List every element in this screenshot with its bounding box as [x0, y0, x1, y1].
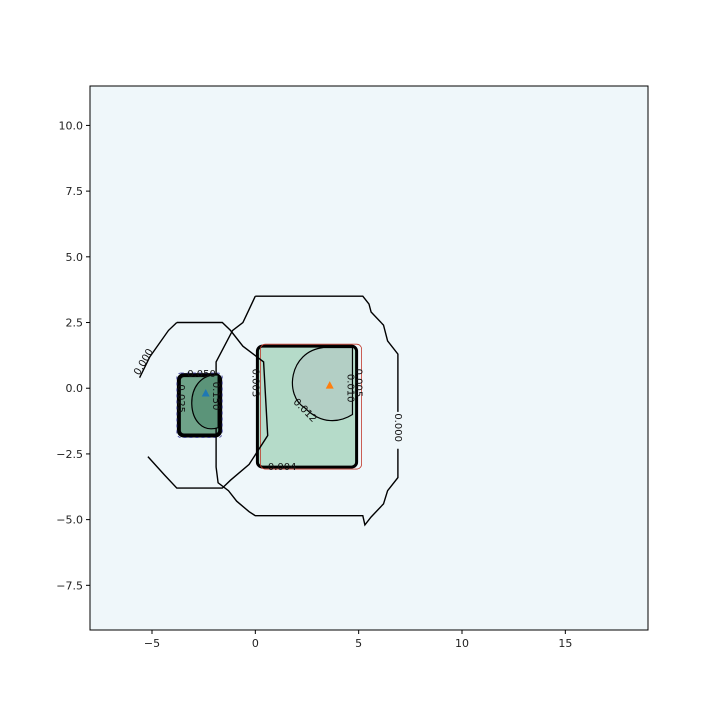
contour-zero-left-upper — [138, 321, 178, 379]
plot-background — [90, 86, 648, 630]
y-tick-label-6: 7.5 — [66, 185, 84, 198]
x-tick-label-4: 15 — [558, 637, 572, 650]
contour-label-5: 0.003 — [249, 369, 260, 398]
marker-right — [325, 381, 334, 389]
y-tick-label-4: 2.5 — [66, 317, 84, 330]
contour-zero-right-upper — [255, 295, 399, 412]
y-tick-label-3: 0.0 — [66, 382, 84, 395]
plot-frame — [89, 85, 649, 631]
contour-zero-left — [147, 321, 269, 489]
region-right-outline — [259, 343, 362, 470]
y-tick-label-7: 10.0 — [59, 119, 84, 132]
contour-label-3: 0.150 — [210, 382, 221, 411]
contours-layer — [138, 295, 399, 527]
x-axis: −5 0 5 10 15 — [144, 630, 572, 650]
marker-left — [201, 388, 210, 397]
contour-core-left — [191, 374, 219, 430]
y-tick-label-5: 5.0 — [66, 251, 84, 264]
contour-label-2: 0.050 — [187, 369, 216, 380]
y-tick-label-0: −7.5 — [56, 579, 83, 592]
region-left-outline — [176, 372, 223, 438]
contour-label-8: 0.005 — [353, 369, 364, 398]
x-tick-label-1: 0 — [252, 637, 259, 650]
contour-zero-right-lower — [215, 295, 399, 527]
contour-label-9: 0.004 — [268, 462, 297, 473]
x-tick-label-0: −5 — [144, 637, 160, 650]
x-tick-label-3: 10 — [455, 637, 469, 650]
markers — [201, 381, 334, 397]
y-axis: −7.5 −5.0 −2.5 0.0 2.5 5.0 7.5 10.0 — [56, 119, 90, 592]
y-tick-label-2: −2.5 — [56, 448, 83, 461]
y-tick-label-1: −5.0 — [56, 514, 83, 527]
contour-label-4: 0.025 — [175, 384, 186, 413]
contour-core-right — [291, 346, 354, 422]
x-tick-label-2: 5 — [355, 637, 362, 650]
contour-label-7: 0.010 — [344, 374, 355, 403]
contour-label-1: 0.000 — [392, 413, 403, 442]
